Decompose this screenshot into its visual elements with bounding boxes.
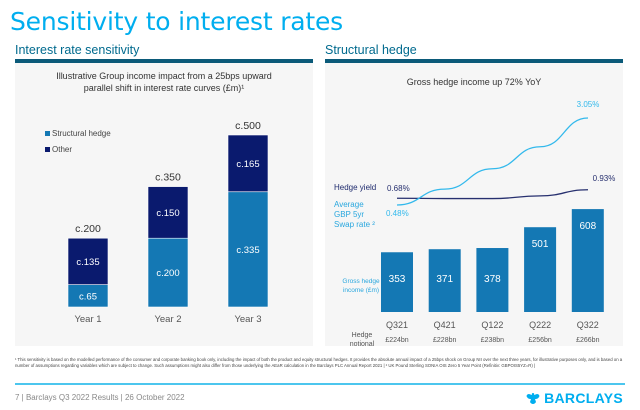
left-chart-subtitle: Illustrative Group income impact from a …: [15, 70, 313, 94]
bar-value-label: c.200: [156, 268, 179, 279]
bar-total-label: c.200: [75, 223, 101, 235]
bar-value-label: c.135: [76, 257, 99, 268]
hedge-income-bar: [381, 252, 413, 312]
bar-segment-other: [147, 186, 189, 239]
hedge-notional-value: £266bn: [576, 337, 599, 344]
structural-hedge-chart: 353 Q321 £224bn 371 Q421 £228bn 378 Q122 £238bn 5…: [381, 100, 616, 344]
hedge-income-value: 378: [484, 274, 501, 285]
swap-rate-label-line2: GBP 5yr: [334, 210, 365, 219]
swap-rate-start-label: 0.48%: [386, 209, 409, 218]
hedge-income-bar: [524, 227, 557, 312]
hedge-notional-label-line2: notional: [349, 341, 375, 348]
legend-item-other: Other: [45, 145, 72, 154]
hedge-yield-label: Hedge yield: [334, 183, 377, 192]
hedge-income-value: 501: [532, 239, 549, 250]
x-tick-label: Year 3: [234, 314, 261, 325]
swap-rate-label-line1: Average: [334, 200, 364, 209]
bar-value-label: c.165: [236, 159, 259, 170]
bar-segment-structural-hedge: [147, 237, 189, 308]
bar-segment-other: [67, 237, 109, 285]
bar-value-label: c.65: [79, 291, 97, 302]
hedge-income-bar: [571, 209, 604, 312]
bar-total-label: c.350: [155, 172, 181, 184]
bar-segment-other: [227, 134, 269, 193]
right-chart-subtitle: Gross hedge income up 72% YoY: [406, 77, 542, 87]
x-tick-label: Year 2: [154, 314, 181, 325]
bar-total-label: c.500: [235, 120, 261, 132]
legend-swatch-structural-hedge: [45, 131, 50, 136]
x-tick-label: Year 1: [74, 314, 101, 325]
swap-rate-end-label: 3.05%: [577, 100, 600, 109]
hedge-yield-start-label: 0.68%: [387, 184, 410, 193]
x-tick-label: Q421: [434, 320, 456, 330]
gross-hedge-income-label: Gross hedge income (£m): [332, 277, 390, 295]
left-chart-subtitle-line2: parallel shift in interest rate curves (…: [83, 83, 245, 93]
page-title: Sensitivity to interest rates: [10, 7, 344, 36]
left-stacked-bar-chart: c.65 c.135 c.200 Year 1 c.200 c.150 c.350 Year …: [67, 120, 269, 325]
legend-label: Other: [52, 145, 73, 154]
legend-swatch-other: [45, 147, 50, 152]
swap-rate-label-line3: Swap rate ²: [334, 220, 375, 229]
hedge-yield-line: [396, 189, 589, 200]
bar-value-label: c.335: [236, 245, 259, 256]
hedge-income-value: 608: [579, 221, 596, 232]
x-tick-label: Q122: [481, 320, 503, 330]
hedge-notional-value: £238bn: [481, 337, 504, 344]
hedge-notional-value: £224bn: [385, 337, 408, 344]
barclays-logo: BARCLAYS: [526, 390, 623, 406]
hedge-income-value: 371: [436, 274, 453, 285]
bar-segment-structural-hedge: [227, 191, 269, 308]
swap-rate-label: Average GBP 5yr Swap rate ²: [334, 200, 375, 230]
hedge-income-bar: [476, 248, 509, 312]
x-tick-label: Q222: [529, 320, 551, 330]
swap-rate-line: [396, 117, 589, 206]
x-tick-label: Q322: [577, 320, 599, 330]
gross-hedge-income-label-line2: income (£m): [342, 287, 380, 294]
x-tick-label: Q321: [386, 320, 408, 330]
hedge-notional-label-line1: Hedge: [351, 332, 373, 339]
gross-hedge-income-label-line1: Gross hedge: [342, 278, 380, 285]
footnote: ¹ This sensitivity is based on the model…: [15, 357, 623, 368]
brand-name: BARCLAYS: [544, 390, 623, 406]
legend-item-structural-hedge: Structural hedge: [45, 129, 111, 138]
left-chart-subtitle-line1: Illustrative Group income impact from a …: [56, 71, 272, 81]
hedge-notional-value: £228bn: [433, 337, 456, 344]
left-section-heading: Interest rate sensitivity: [15, 43, 140, 57]
hedge-notional-label: Hedge notional: [332, 331, 392, 349]
hedge-notional-value: £256bn: [528, 337, 551, 344]
footer-text: 7 | Barclays Q3 2022 Results | 26 Octobe…: [15, 393, 185, 402]
right-section-heading: Structural hedge: [325, 43, 417, 57]
footnote-rule: [15, 383, 625, 385]
bar-value-label: c.150: [156, 208, 179, 219]
right-section-rule: [325, 59, 623, 63]
legend-label: Structural hedge: [52, 129, 111, 138]
hedge-income-value: 353: [389, 274, 406, 285]
eagle-icon: [526, 392, 540, 404]
hedge-yield-end-label: 0.93%: [593, 174, 616, 183]
left-section-rule: [15, 59, 313, 63]
hedge-income-bar: [428, 249, 461, 312]
